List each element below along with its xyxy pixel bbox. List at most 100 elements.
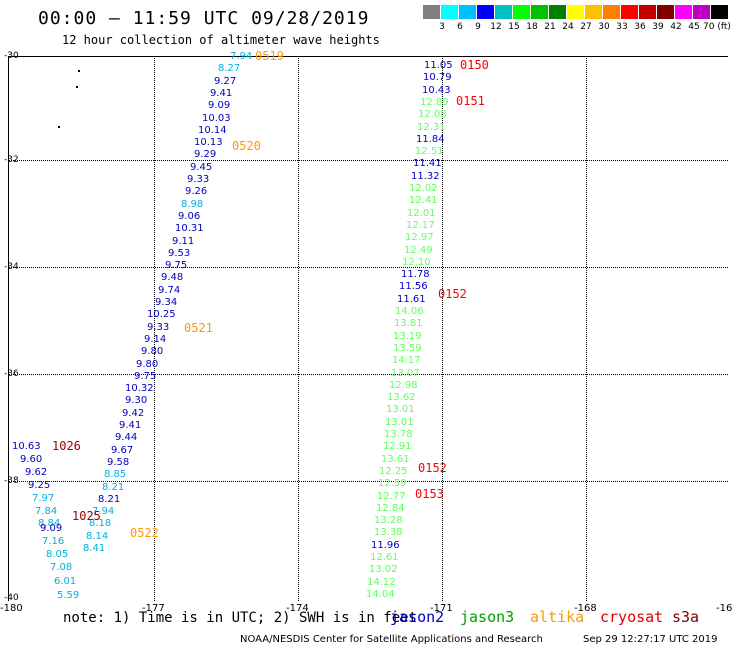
swh-value-left-track: 9.75 (134, 370, 157, 382)
legend-label: 9 (475, 22, 481, 32)
chart-subtitle: 12 hour collection of altimeter wave hei… (62, 33, 380, 47)
legend-label: 36 (634, 22, 646, 32)
swh-value-left-track: 8.41 (83, 543, 106, 554)
swh-value-left-track: 9.53 (168, 247, 191, 259)
legend-swatch (459, 5, 476, 19)
swh-value-right-track: 12.17 (406, 219, 435, 231)
swh-value-far-left-track: 9.25 (28, 480, 51, 491)
legend-altika: altika (530, 608, 585, 626)
swh-value-left-track: 8.21 (102, 481, 125, 493)
swh-value-left-track: 9.48 (161, 272, 184, 284)
legend-label: 27 (580, 22, 592, 32)
swh-value-left-track: 9.33 (147, 321, 170, 333)
swh-value-left-track: 8.27 (218, 63, 241, 75)
swh-value-right-track: 13.38 (374, 527, 403, 539)
pass-time-label: 0151 (456, 94, 485, 108)
legend-swatch (531, 5, 548, 19)
legend-swatch (603, 5, 620, 19)
swh-value-right-track: 13.28 (374, 515, 403, 527)
pass-time-label: 0152 (418, 461, 447, 475)
swh-value-right-track: 11.61 (397, 293, 426, 305)
swh-value-left-track: 9.80 (141, 346, 164, 358)
swh-value-far-left-track: 5.59 (57, 590, 80, 601)
meridian-line (298, 56, 299, 601)
swh-value-right-track: 10.43 (422, 84, 451, 96)
swh-value-right-track: 12.91 (383, 441, 412, 453)
legend-swatch (585, 5, 602, 19)
meridian-line (586, 56, 587, 601)
latitude-label: -34 (4, 262, 19, 272)
legend-jason3: jason3 (460, 608, 515, 626)
legend-cryosat: cryosat (600, 608, 664, 626)
pass-time-label: 0153 (415, 487, 444, 501)
swh-value-right-track: 13.07 (391, 367, 420, 379)
meridian-line (154, 56, 155, 601)
longitude-label: -177 (142, 603, 165, 614)
swh-value-right-track: 13.81 (394, 318, 423, 330)
legend-label: 33 (616, 22, 628, 32)
legend-label: 21 (544, 22, 556, 32)
swh-value-right-track: 13.01 (386, 404, 415, 416)
swh-value-left-track: 9.27 (214, 75, 237, 87)
stray-dot (76, 86, 78, 88)
swh-value-left-track: 9.11 (172, 235, 195, 247)
longitude-label: -180 (0, 603, 23, 614)
stray-dot (58, 126, 60, 128)
legend-s3a: s3a (672, 608, 700, 626)
swh-value-right-track: 12.98 (389, 379, 418, 391)
swh-value-far-left-track: 7.84 (35, 506, 58, 517)
swh-value-right-track: 12.02 (409, 183, 438, 194)
meridian-line (442, 56, 443, 601)
render-timestamp: Sep 29 12:27:17 UTC 2019 (583, 634, 718, 645)
longitude-label: -16 (716, 603, 733, 614)
swh-value-left-track: 9.30 (125, 395, 148, 407)
swh-value-right-track: 11.56 (399, 281, 428, 293)
swh-value-left-track: 9.67 (111, 444, 134, 456)
legend-label: 15 (508, 22, 520, 32)
swh-value-far-left-track: 6.01 (54, 576, 77, 587)
swh-value-far-left-track: 8.05 (46, 549, 69, 560)
swh-value-far-left-track: 9.62 (25, 467, 48, 478)
swh-value-right-track: 13.78 (384, 429, 413, 440)
swh-value-left-track: 7.94 (92, 506, 115, 518)
pass-time-label: 0521 (184, 321, 213, 335)
swh-value-left-track: 9.41 (119, 420, 142, 431)
legend-swatch (441, 5, 458, 19)
legend-jason2: jason2 (390, 608, 445, 626)
legend-label: 39 (652, 22, 664, 32)
swh-value-right-track: 12.01 (407, 207, 436, 219)
swh-value-left-track: 9.14 (144, 333, 167, 345)
legend-swatch (711, 5, 728, 19)
swh-value-right-track: 14.12 (367, 576, 396, 588)
swh-value-right-track: 11.96 (371, 539, 400, 551)
swh-value-left-track: 9.29 (194, 149, 217, 161)
legend-swatch (675, 5, 692, 19)
swh-value-right-track: 12.84 (376, 502, 405, 514)
swh-value-left-track: 9.80 (136, 358, 159, 370)
credit-text: NOAA/NESDIS Center for Satellite Applica… (240, 634, 543, 645)
swh-value-left-track: 10.32 (125, 383, 154, 395)
legend-swatch (423, 5, 440, 19)
swh-value-left-track: 10.03 (202, 112, 231, 124)
swh-value-right-track: 14.04 (366, 588, 395, 600)
swh-value-right-track: 13.19 (393, 330, 422, 342)
swh-value-right-track: 12.49 (404, 244, 433, 256)
swh-value-far-left-track: 8.84 (38, 518, 61, 529)
swh-value-right-track: 11.84 (416, 133, 445, 145)
swh-value-left-track: 8.98 (181, 198, 204, 210)
pass-time-label: 0520 (232, 139, 261, 153)
swh-value-right-track: 14.17 (392, 355, 421, 367)
legend-label: 42 (670, 22, 682, 32)
swh-value-right-track: 12.89 (420, 96, 449, 108)
latitude-label: -30 (4, 51, 19, 61)
latitude-label: -40 (4, 593, 19, 603)
swh-value-right-track: 11.41 (413, 158, 442, 170)
swh-value-left-track: 10.14 (198, 124, 227, 136)
longitude-label: -171 (430, 603, 453, 614)
legend-label: 12 (490, 22, 502, 32)
swh-value-left-track: 10.25 (147, 309, 176, 321)
parallel-line (8, 160, 728, 161)
swh-value-left-track: 9.09 (208, 100, 231, 112)
swh-value-far-left-track: 10.63 (12, 441, 41, 452)
swh-value-left-track: 9.33 (187, 174, 210, 185)
